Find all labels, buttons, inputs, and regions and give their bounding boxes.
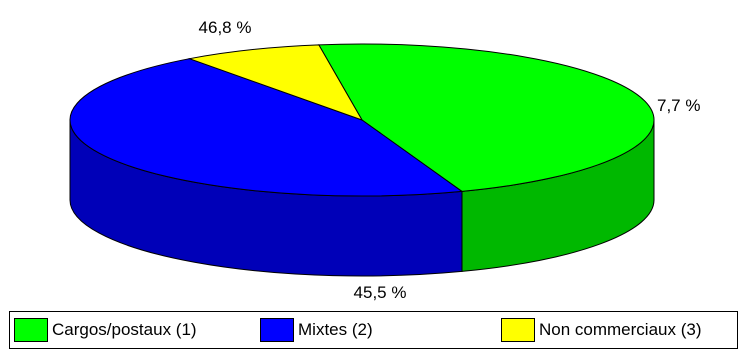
pie-label-2: 7,7 % xyxy=(657,96,700,115)
pie-label-0: 46,8 % xyxy=(199,18,252,37)
legend-label-cargos: Cargos/postaux (1) xyxy=(52,320,197,339)
legend-label-non-commerciaux: Non commerciaux (3) xyxy=(539,320,702,339)
pie-labels: 46,8 % 45,5 % 7,7 % xyxy=(199,18,701,302)
legend-swatch-mixtes xyxy=(260,318,294,342)
legend-item-non-commerciaux: Non commerciaux (3) xyxy=(501,318,702,342)
legend-swatch-non-commerciaux xyxy=(501,318,535,342)
pie-slice-1 xyxy=(69,58,464,197)
legend-label-mixtes: Mixtes (2) xyxy=(298,320,373,339)
pie-label-1: 45,5 % xyxy=(354,283,407,302)
legend-item-mixtes: Mixtes (2) xyxy=(260,318,373,342)
legend: Cargos/postaux (1) Mixtes (2) Non commer… xyxy=(9,311,738,349)
pie-tops xyxy=(69,43,655,197)
pie-slice-2 xyxy=(187,44,364,121)
legend-item-cargos: Cargos/postaux (1) xyxy=(14,318,197,342)
pie-slice-0 xyxy=(317,43,655,192)
legend-swatch-cargos xyxy=(14,318,48,342)
pie-chart: 46,8 % 45,5 % 7,7 % xyxy=(69,18,701,302)
